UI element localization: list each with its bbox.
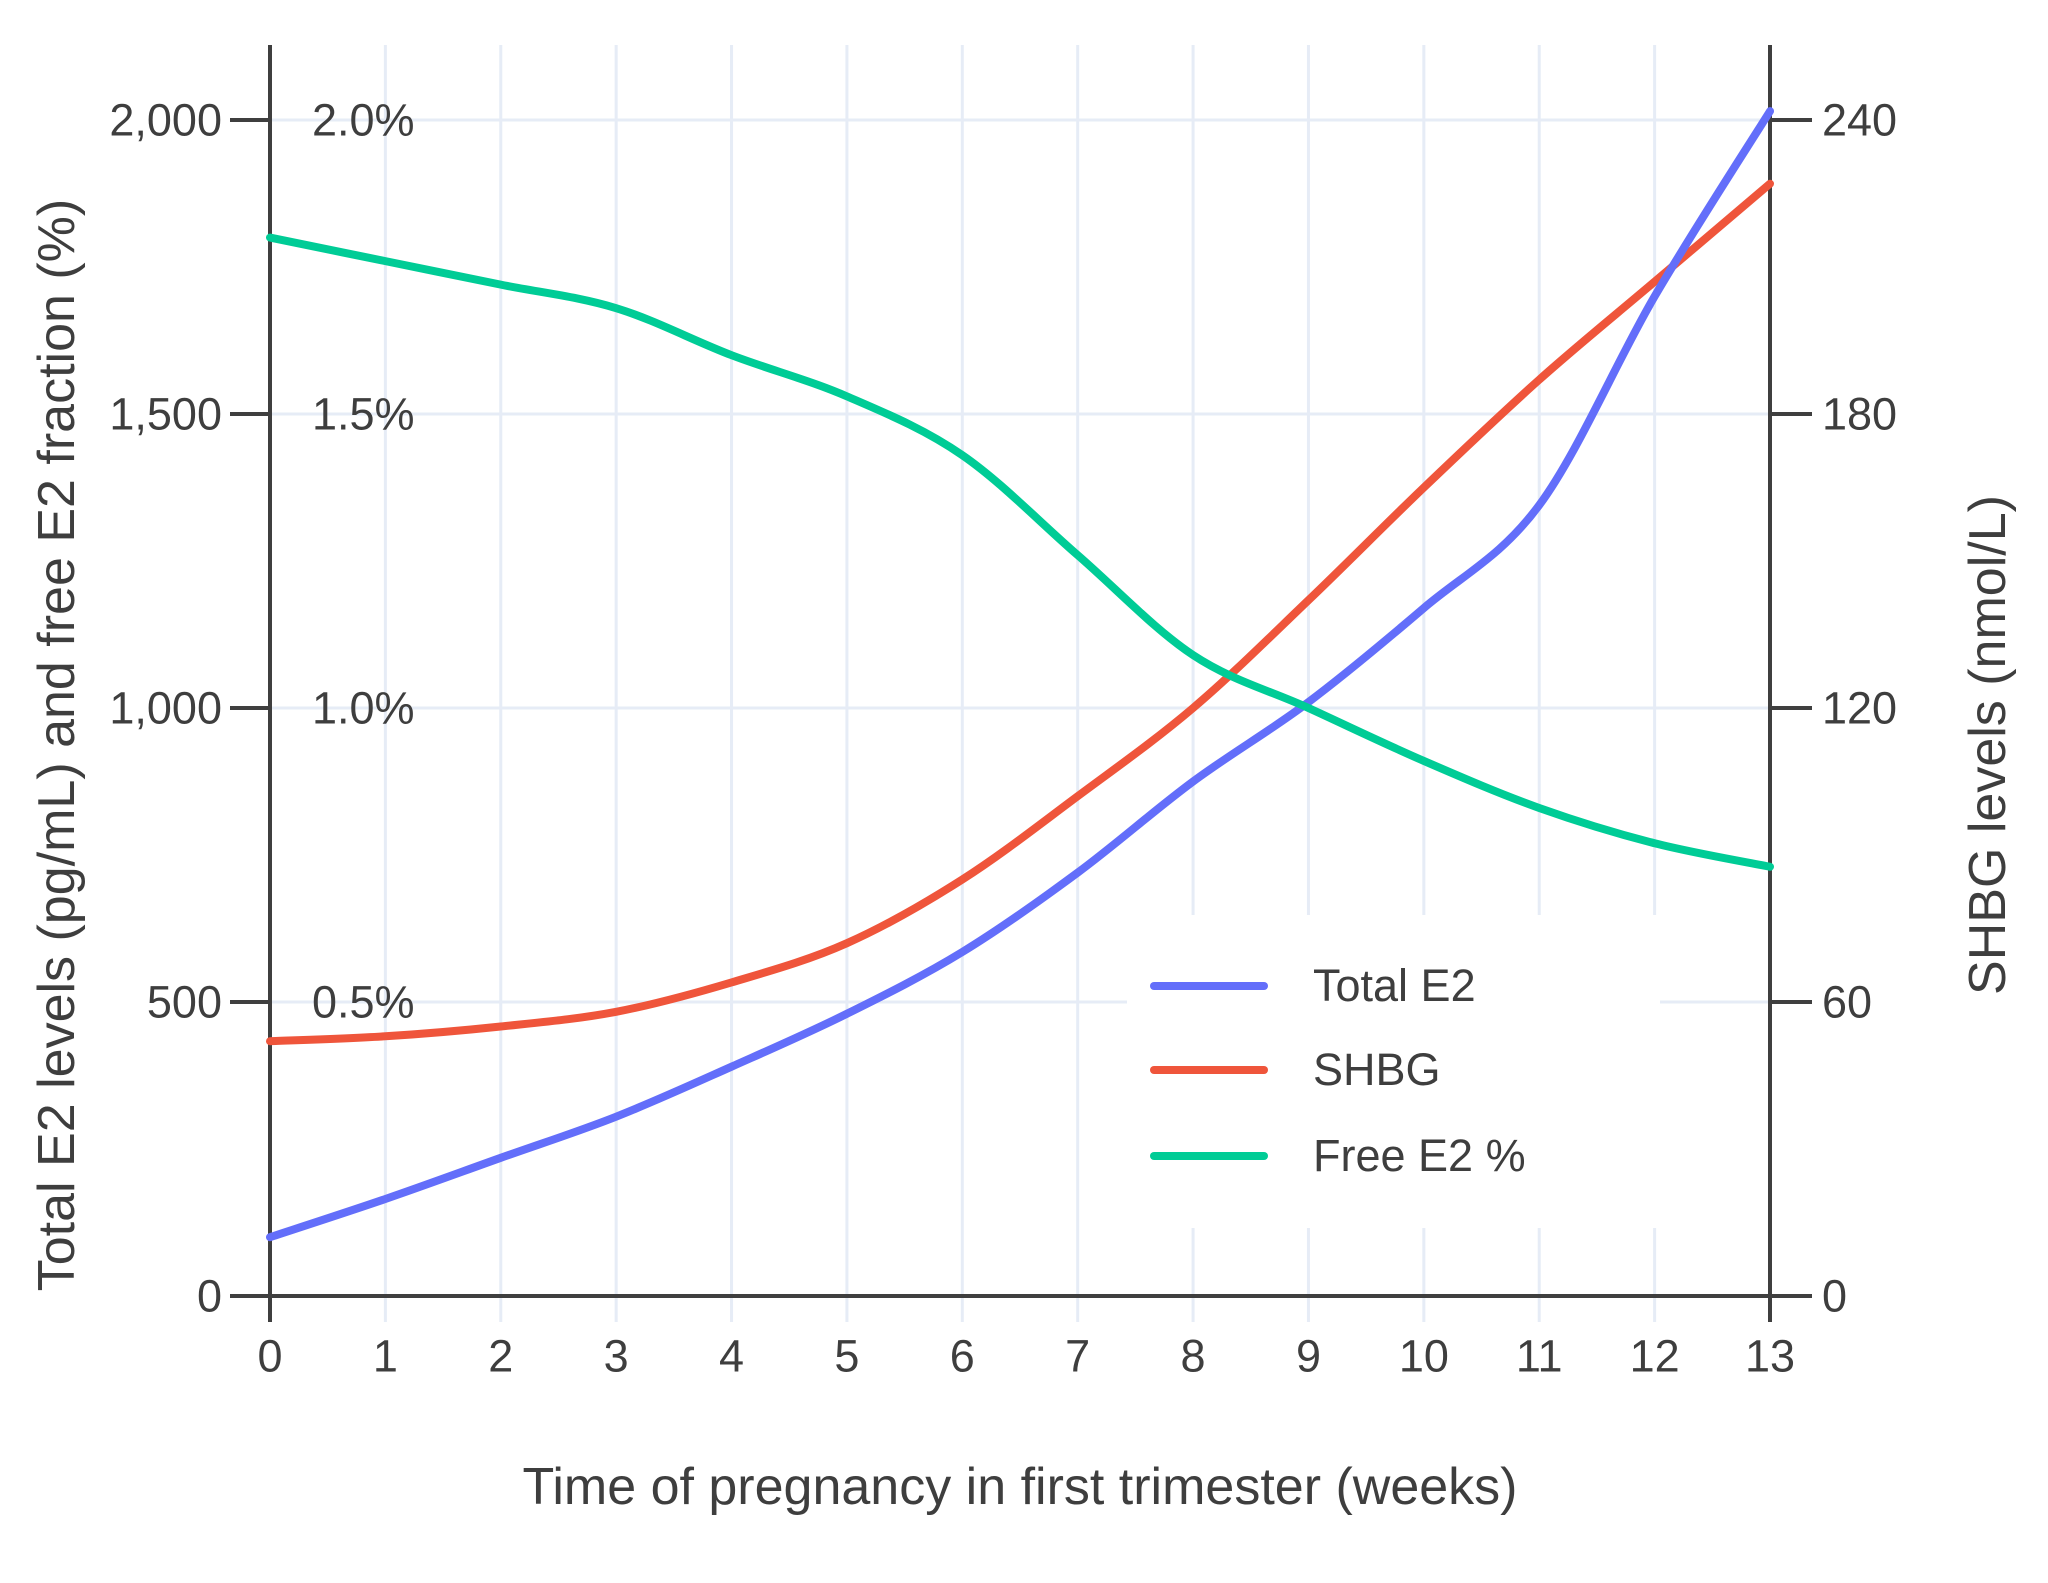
total-e2-line-swatch — [1150, 982, 1268, 990]
right-y-tick-label: 0 — [1822, 1270, 1848, 1322]
x-axis-title: Time of pregnancy in first trimester (we… — [522, 1458, 1518, 1516]
left-y-axis-title: Total E2 levels (pg/mL) and free E2 frac… — [28, 198, 86, 1292]
left-y-tick-label: 2,000 — [109, 94, 222, 146]
percent-tick-label: 1.0% — [312, 682, 415, 734]
percent-tick-label: 2.0% — [312, 94, 415, 146]
series-line-total-e2 — [266, 107, 1774, 1242]
x-tick-label: 11 — [1515, 1330, 1563, 1382]
x-tick-label: 12 — [1629, 1330, 1680, 1382]
x-tick-label: 3 — [603, 1330, 629, 1382]
right-y-tick-label: 60 — [1822, 976, 1873, 1028]
legend: Total E2 SHBG Free E2 % — [1127, 915, 1660, 1228]
x-tick-label: 13 — [1744, 1330, 1796, 1382]
legend-item-free-e2: Free E2 % — [1150, 1130, 1526, 1181]
left-y-tick-label: 1,500 — [109, 388, 222, 440]
right-y-axis-title: SHBG levels (nmol/L) — [1959, 495, 2017, 995]
x-tick-label: 5 — [834, 1330, 860, 1382]
free-e2-line-swatch — [1150, 1152, 1268, 1160]
x-tick-label: 4 — [719, 1330, 745, 1382]
legend-item-shbg: SHBG — [1150, 1044, 1441, 1095]
legend-label-total-e2: Total E2 — [1313, 960, 1476, 1011]
series-line-shbg — [266, 179, 1774, 1046]
x-tick-label: 9 — [1295, 1330, 1321, 1382]
x-tick-label: 7 — [1065, 1330, 1091, 1382]
right-y-tick-label: 120 — [1822, 682, 1898, 734]
left-y-tick-label: 500 — [146, 976, 222, 1028]
shbg-line-swatch — [1150, 1066, 1268, 1074]
left-y-tick-label: 0 — [196, 1270, 222, 1322]
legend-item-total-e2: Total E2 — [1150, 960, 1476, 1011]
series-line-free-e2- — [266, 233, 1774, 871]
percent-tick-label: 1.5% — [312, 388, 415, 440]
legend-label-free-e2: Free E2 % — [1313, 1130, 1526, 1181]
x-tick-label: 1 — [372, 1330, 398, 1382]
x-tick-label: 2 — [488, 1330, 514, 1382]
left-y-tick-label: 1,000 — [109, 682, 222, 734]
x-tick-label: 0 — [257, 1330, 283, 1382]
x-tick-label: 8 — [1180, 1330, 1206, 1382]
percent-tick-label: 0.5% — [312, 976, 415, 1028]
x-tick-label: 10 — [1398, 1330, 1449, 1382]
x-tick-label: 6 — [949, 1330, 975, 1382]
legend-label-shbg: SHBG — [1313, 1044, 1441, 1095]
right-y-tick-label: 240 — [1822, 94, 1898, 146]
right-y-tick-label: 180 — [1822, 388, 1898, 440]
